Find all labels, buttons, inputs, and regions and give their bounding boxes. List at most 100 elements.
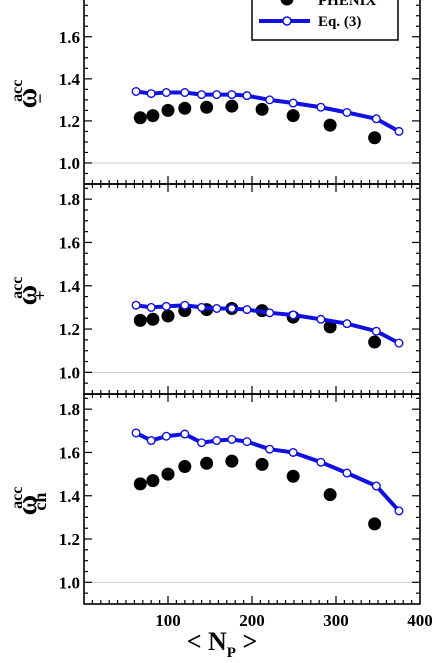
y-axis-label-sup: acc [9,80,26,102]
eq3-point [342,319,352,329]
y-axis-label-sub: − [30,93,50,103]
eq3-point [371,326,381,336]
phenix-point [286,469,300,483]
phenix-point [255,102,269,116]
x-tick-label: 200 [239,611,265,630]
phenix-point [133,477,147,491]
y-axis-label: ωacc ch [9,487,50,516]
eq3-point [180,300,190,310]
eq3-point [197,302,207,312]
eq3-point [316,457,326,467]
eq3-point [288,447,298,457]
eq3-point [242,437,252,447]
x-tick-label: 300 [323,611,349,630]
y-axis-label-sub: + [30,290,50,300]
phenix-point [161,467,175,481]
x-axis-label: < NP > [187,627,258,661]
y-tick-label: 1.2 [59,112,80,131]
eq3-point [212,90,222,100]
y-axis-label-sup: acc [9,487,26,509]
legend-label-eq3: Eq. (3) [318,14,361,30]
y-tick-label: 1.6 [59,28,80,47]
legend-label-phenix: PHENIX [318,0,377,9]
panel-frame [83,183,421,395]
y-tick-label: 1.2 [59,530,80,549]
phenix-point [368,131,382,145]
legend: PHENIX Eq. (3) [251,0,399,41]
legend-marker-phenix [280,0,294,6]
eq3-point [265,95,275,105]
eq3-point [265,444,275,454]
y-tick-label: 1.4 [59,277,81,296]
phenix-point [161,103,175,117]
eq3-point [180,88,190,98]
eq3-point [288,310,298,320]
eq3-point [242,305,252,315]
y-tick-label: 1.6 [59,233,80,252]
y-axis-label: ωacc − [9,80,50,109]
phenix-point [178,101,192,115]
phenix-point [323,118,337,132]
eq3-point [242,91,252,101]
eq3-point [161,431,171,441]
phenix-point [200,100,214,114]
eq3-point [227,434,237,444]
y-tick-label: 1.6 [59,443,80,462]
y-tick-label: 1.4 [59,70,81,89]
phenix-point [146,474,160,488]
eq3-point [146,302,156,312]
eq3-point [316,314,326,324]
eq3-point [161,88,171,98]
eq3-point [342,468,352,478]
eq3-point [131,428,141,438]
phenix-point [178,460,192,474]
eq3-point [342,107,352,117]
eq3-point [161,301,171,311]
phenix-point [133,111,147,125]
eq3-point [371,481,381,491]
x-tick-label: 100 [155,611,181,630]
phenix-point [286,109,300,123]
y-tick-label: 1.2 [59,320,80,339]
phenix-point [323,488,337,502]
phenix-point [255,457,269,471]
eq3-point [180,429,190,439]
panel-bottom: 1.0 1.2 1.4 1.6 1.8 100 200 300 400 ωacc ch < NP > [9,393,433,661]
phenix-point [133,313,147,327]
legend-marker-eq3 [282,16,292,26]
x-tick-label: 400 [407,611,433,630]
y-tick-label: 1.0 [59,363,80,382]
y-axis-label-sup: acc [9,277,26,299]
eq3-point [394,338,404,348]
y-axis-label-symbol: ω [12,495,43,515]
eq3-point [146,436,156,446]
y-tick-label: 1.8 [59,400,80,419]
phenix-point [225,99,239,113]
eq3-point [265,308,275,318]
y-axis-label-symbol: ω [12,88,43,108]
eq3-point [316,102,326,112]
eq3-point [212,436,222,446]
y-axis-label-symbol: ω [12,285,43,305]
eq3-point [371,114,381,124]
eq3-point [131,86,141,96]
phenix-point [368,335,382,349]
y-tick-label: 1.4 [59,487,81,506]
series-line-eq3 [135,431,401,513]
eq3-point [197,90,207,100]
panel-top: 1.0 1.2 1.4 1.6 ωacc − [9,0,421,185]
y-tick-label: 1.0 [59,154,80,173]
eq3-point [227,303,237,313]
eq3-point [146,89,156,99]
phenix-point [225,454,239,468]
x-axis-label-sub: P [227,645,236,661]
y-tick-label: 1.8 [59,190,80,209]
y-tick-label: 1.0 [59,573,80,592]
phenix-point [161,309,175,323]
eq3-point [288,98,298,108]
panel-middle: 1.0 1.2 1.4 1.6 1.8 ωacc + [9,183,421,395]
x-axis-label-main: < N [187,627,227,656]
eq3-point [197,438,207,448]
eq3-point [212,303,222,313]
